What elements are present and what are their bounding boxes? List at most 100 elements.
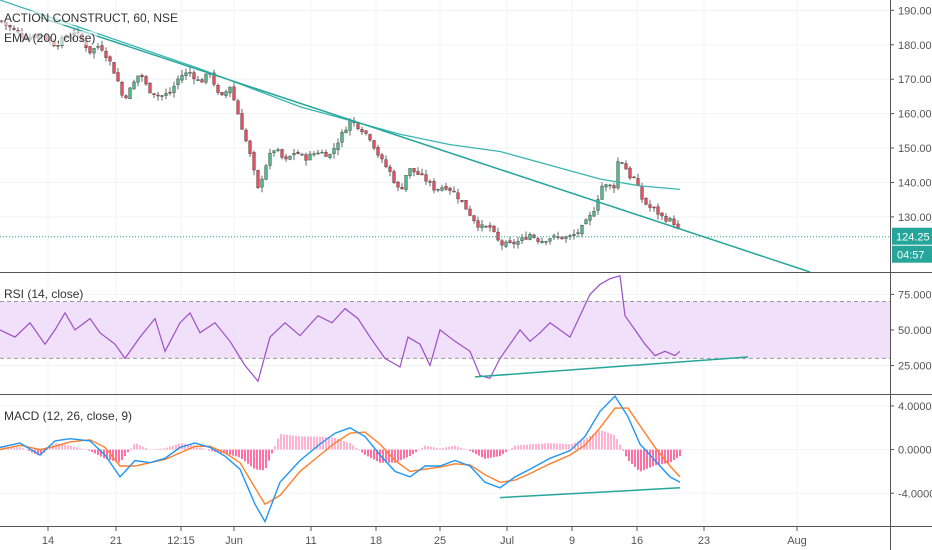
- candle-body: [96, 46, 100, 48]
- candle-body: [644, 197, 648, 205]
- candle-body: [452, 190, 456, 193]
- candle-body: [668, 218, 672, 222]
- x-tick-label: 11: [305, 535, 316, 547]
- x-tick-label: Jul: [500, 535, 514, 547]
- candle-body: [412, 168, 416, 173]
- candle-body: [180, 75, 184, 81]
- candle-body: [492, 225, 496, 232]
- candle-body: [648, 204, 652, 208]
- candle-body: [612, 185, 616, 189]
- candle-body: [256, 170, 260, 188]
- candle-body: [584, 219, 588, 225]
- macd-tick-label: -4.0000: [898, 488, 932, 500]
- candle-body: [496, 231, 500, 241]
- candle-body: [336, 142, 340, 150]
- x-tick-label: 14: [42, 535, 54, 547]
- countdown-tag-bg: [892, 245, 932, 263]
- candle-body: [544, 241, 548, 243]
- candle-body: [564, 236, 568, 239]
- candle-body: [168, 91, 172, 94]
- candle-body: [476, 220, 480, 228]
- candle-body: [332, 148, 336, 155]
- candle-body: [220, 92, 224, 96]
- candle-body: [484, 225, 488, 228]
- candle-body: [640, 185, 644, 200]
- candle-body: [304, 154, 308, 161]
- candle-body: [388, 166, 392, 172]
- rsi-line: [0, 275, 681, 383]
- x-tick-label: Aug: [787, 535, 807, 547]
- candle-body: [592, 211, 596, 217]
- candle-body: [400, 187, 404, 190]
- candle-body: [572, 234, 576, 236]
- candle-body: [164, 93, 168, 96]
- rsi-tick-label: 50.0000: [898, 325, 932, 337]
- candle-body: [160, 95, 164, 97]
- candle-body: [108, 56, 112, 62]
- rsi-tick-label: 75.0000: [898, 289, 932, 301]
- candle-body: [212, 72, 216, 85]
- candle-body: [224, 91, 228, 96]
- candle-body: [92, 48, 96, 54]
- x-tick-label: 16: [631, 535, 643, 547]
- candle-body: [368, 134, 372, 141]
- rsi-panel[interactable]: [0, 275, 890, 383]
- candle-body: [276, 149, 280, 151]
- candle-body: [424, 174, 428, 182]
- price-tick-label: 180.00: [898, 40, 932, 52]
- candle-body: [292, 152, 296, 156]
- candle-body: [196, 79, 200, 81]
- price-panel[interactable]: [0, 0, 890, 273]
- candle-body: [580, 225, 584, 235]
- candle-body: [372, 140, 376, 149]
- candle-body: [468, 208, 472, 216]
- rsi-tick-label: 25.0000: [898, 361, 932, 373]
- candle-body: [156, 94, 160, 97]
- price-tick-label: 160.00: [898, 109, 932, 121]
- macd-panel[interactable]: [0, 394, 681, 524]
- candle-body: [176, 78, 180, 85]
- candle-body: [192, 72, 196, 80]
- candle-body: [444, 186, 448, 190]
- candle-body: [396, 181, 400, 188]
- candle-body: [600, 185, 604, 200]
- candle-body: [236, 100, 240, 115]
- candle-body: [148, 82, 152, 94]
- price-tick-label: 140.00: [898, 177, 932, 189]
- x-tick-label: 25: [434, 535, 446, 547]
- candle-body: [356, 123, 360, 129]
- candle-body: [404, 175, 408, 190]
- macd-signal-line: [0, 407, 681, 506]
- ema-legend: EMA (200, close): [2, 31, 98, 45]
- candle-body: [340, 132, 344, 143]
- x-tick-label: Jun: [225, 535, 243, 547]
- candle-body: [216, 85, 220, 93]
- candle-body: [624, 163, 628, 170]
- candle-body: [636, 178, 640, 186]
- candle-body: [660, 212, 664, 217]
- candle-body: [620, 162, 624, 164]
- candle-body: [416, 171, 420, 175]
- candle-body: [540, 241, 544, 243]
- macd-tick-label: 0.0000: [898, 445, 932, 457]
- candle-body: [268, 152, 272, 166]
- candle-body: [664, 216, 668, 222]
- candle-body: [432, 181, 436, 191]
- candle-body: [552, 235, 556, 238]
- candle-body: [104, 51, 108, 58]
- x-tick-label: 12:15: [167, 535, 195, 547]
- candle-body: [172, 85, 176, 93]
- candle-body: [240, 113, 244, 130]
- last-price-text: 124.25: [896, 232, 930, 244]
- chart-title: ACTION CONSTRUCT, 60, NSE: [2, 11, 181, 25]
- candle-body: [428, 181, 432, 183]
- price-tick-label: 170.00: [898, 74, 932, 86]
- candle-body: [200, 79, 204, 83]
- candle-body: [288, 155, 292, 160]
- candle-body: [548, 238, 552, 242]
- candle-body: [136, 75, 140, 83]
- x-tick-label: 18: [370, 535, 382, 547]
- candle-body: [380, 154, 384, 160]
